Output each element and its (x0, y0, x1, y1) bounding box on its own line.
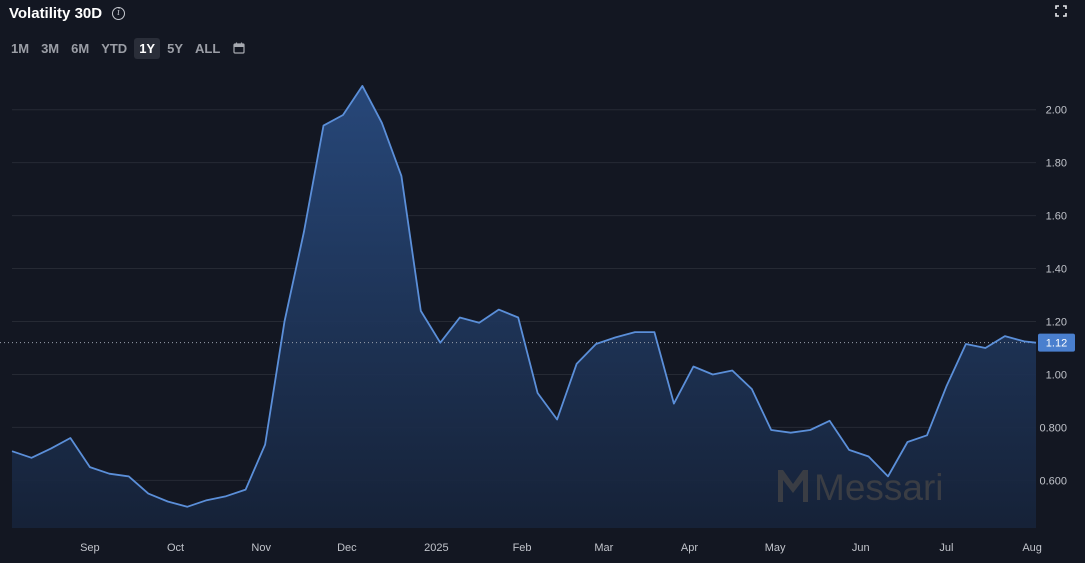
x-axis-labels: Sep Oct Nov Dec 2025 Feb Mar Apr May Jun Jul Aug (80, 542, 1042, 554)
range-selector: 1M 3M 6M YTD 1Y 5Y ALL (6, 37, 245, 59)
y-tick-label: 1.20 (1046, 317, 1067, 329)
series-area-fill (12, 85, 1036, 529)
range-3m-button[interactable]: 3M (36, 38, 64, 59)
y-tick-label: 0.800 (1039, 422, 1067, 434)
x-tick-label: May (765, 542, 786, 554)
x-tick-label: Oct (167, 542, 184, 554)
range-1m-button[interactable]: 1M (6, 38, 34, 59)
x-tick-label: Dec (337, 542, 357, 554)
range-all-button[interactable]: ALL (190, 38, 225, 59)
range-ytd-button[interactable]: YTD (96, 38, 132, 59)
x-tick-label: Aug (1022, 542, 1042, 554)
y-tick-label: 1.40 (1046, 264, 1067, 276)
range-1y-button[interactable]: 1Y (134, 37, 161, 59)
x-tick-label: Jun (852, 542, 870, 554)
x-tick-label: Mar (594, 542, 613, 554)
x-tick-label: 2025 (424, 542, 448, 554)
range-6m-button[interactable]: 6M (66, 38, 94, 59)
chart-header: Volatility 30D i (9, 3, 126, 23)
watermark-text: Messari (814, 467, 944, 508)
last-value-text: 1.12 (1046, 338, 1067, 350)
x-tick-label: Sep (80, 542, 100, 554)
last-value-badge: 1.12 (1038, 333, 1075, 352)
messari-logo-icon (778, 470, 808, 502)
messari-watermark: Messari (778, 467, 944, 508)
calendar-icon[interactable] (233, 42, 245, 54)
expand-icon[interactable] (1055, 5, 1067, 17)
y-tick-label: 2.00 (1046, 105, 1067, 117)
y-tick-label: 0.600 (1039, 475, 1067, 487)
series-line (11, 85, 1037, 508)
range-5y-button[interactable]: 5Y (162, 38, 188, 59)
y-tick-label: 1.80 (1046, 158, 1067, 170)
x-tick-label: Nov (251, 542, 271, 554)
y-axis-labels: 0.600 0.800 1.00 1.20 1.40 1.60 1.80 2.00 (1039, 105, 1067, 488)
x-tick-label: Jul (939, 542, 953, 554)
info-icon[interactable]: i (112, 6, 126, 20)
y-tick-label: 1.60 (1046, 211, 1067, 223)
y-tick-label: 1.00 (1046, 369, 1067, 381)
x-tick-label: Feb (513, 542, 532, 554)
x-tick-label: Apr (681, 542, 698, 554)
chart-title: Volatility 30D (9, 4, 103, 22)
